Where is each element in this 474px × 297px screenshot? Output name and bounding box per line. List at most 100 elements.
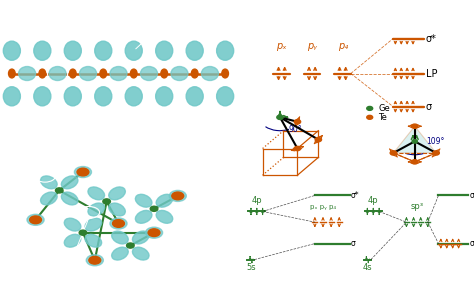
Ellipse shape (29, 216, 42, 224)
Ellipse shape (64, 87, 82, 106)
Ellipse shape (86, 255, 103, 266)
Text: σ*: σ* (351, 191, 359, 200)
Ellipse shape (390, 151, 397, 155)
Ellipse shape (201, 67, 219, 80)
Ellipse shape (64, 234, 81, 247)
Text: sp³: sp³ (410, 202, 424, 211)
Ellipse shape (74, 167, 91, 178)
Ellipse shape (95, 87, 112, 106)
Ellipse shape (18, 67, 36, 80)
Ellipse shape (49, 67, 66, 80)
Ellipse shape (161, 69, 167, 78)
Text: 4s: 4s (363, 263, 372, 271)
Text: p₄: p₄ (337, 42, 347, 51)
Ellipse shape (411, 160, 418, 164)
Text: 5s: 5s (246, 263, 256, 271)
Ellipse shape (85, 218, 101, 231)
Ellipse shape (41, 176, 57, 189)
Ellipse shape (191, 69, 198, 78)
Text: 109°: 109° (427, 137, 445, 146)
Ellipse shape (55, 188, 63, 193)
Ellipse shape (156, 211, 173, 223)
Ellipse shape (61, 192, 78, 205)
Ellipse shape (411, 124, 418, 128)
Ellipse shape (39, 69, 46, 78)
Ellipse shape (132, 247, 149, 260)
Text: 90°: 90° (288, 125, 302, 135)
Ellipse shape (103, 199, 110, 204)
Ellipse shape (88, 187, 105, 200)
Ellipse shape (34, 41, 51, 60)
Ellipse shape (113, 220, 124, 227)
Ellipse shape (85, 234, 101, 247)
Ellipse shape (367, 106, 373, 110)
Text: (a): (a) (4, 9, 21, 19)
Ellipse shape (100, 69, 107, 78)
Ellipse shape (217, 87, 234, 106)
Ellipse shape (61, 176, 78, 189)
Ellipse shape (315, 138, 321, 142)
Ellipse shape (127, 243, 134, 248)
Ellipse shape (294, 120, 301, 124)
Ellipse shape (109, 203, 125, 216)
Ellipse shape (294, 146, 301, 151)
Ellipse shape (136, 211, 152, 223)
Ellipse shape (156, 194, 173, 207)
Ellipse shape (150, 206, 158, 211)
Ellipse shape (140, 67, 157, 80)
Ellipse shape (136, 194, 152, 207)
Ellipse shape (70, 69, 76, 78)
Text: covalent bond: covalent bond (26, 86, 75, 133)
Ellipse shape (64, 218, 81, 231)
Ellipse shape (3, 41, 20, 60)
Text: covalent bond: covalent bond (42, 221, 91, 276)
Ellipse shape (132, 231, 149, 244)
Text: σ: σ (469, 239, 474, 248)
Text: Te: Te (378, 113, 387, 122)
Text: pₓ pᵧ p₄: pₓ pᵧ p₄ (310, 204, 336, 210)
Ellipse shape (130, 69, 137, 78)
Ellipse shape (109, 187, 125, 200)
Text: 4p: 4p (252, 196, 262, 205)
Ellipse shape (146, 227, 163, 238)
Ellipse shape (148, 229, 160, 236)
Text: sp³-LP: sp³-LP (55, 153, 104, 173)
Ellipse shape (89, 256, 101, 264)
Ellipse shape (3, 87, 20, 106)
Ellipse shape (95, 41, 112, 60)
Text: Ge: Ge (378, 104, 390, 113)
Text: pᵧ: pᵧ (307, 42, 317, 51)
Text: Ge: Ge (7, 195, 26, 208)
Ellipse shape (34, 87, 51, 106)
Ellipse shape (217, 41, 234, 60)
Ellipse shape (186, 41, 203, 60)
Ellipse shape (125, 87, 142, 106)
Text: (b): (b) (4, 156, 22, 165)
Text: 4p: 4p (368, 196, 379, 205)
Ellipse shape (27, 214, 44, 225)
Text: p-orbital LP: p-orbital LP (136, 14, 210, 49)
Text: LP: LP (426, 69, 438, 78)
Ellipse shape (169, 190, 186, 201)
Ellipse shape (110, 218, 127, 229)
Text: σ: σ (351, 239, 356, 248)
Text: Te: Te (171, 260, 186, 272)
Ellipse shape (9, 69, 15, 78)
Ellipse shape (155, 41, 173, 60)
Ellipse shape (367, 115, 373, 119)
Ellipse shape (277, 115, 283, 119)
Polygon shape (393, 126, 436, 153)
Text: σ: σ (426, 102, 432, 112)
Ellipse shape (88, 203, 105, 216)
Ellipse shape (112, 231, 128, 244)
Ellipse shape (125, 41, 142, 60)
Text: pₓ: pₓ (276, 42, 287, 51)
Ellipse shape (77, 168, 89, 176)
Ellipse shape (79, 230, 87, 235)
Text: σ*: σ* (426, 34, 437, 44)
Ellipse shape (64, 41, 82, 60)
Ellipse shape (171, 67, 188, 80)
Ellipse shape (110, 67, 127, 80)
Ellipse shape (80, 67, 97, 80)
Ellipse shape (155, 87, 173, 106)
